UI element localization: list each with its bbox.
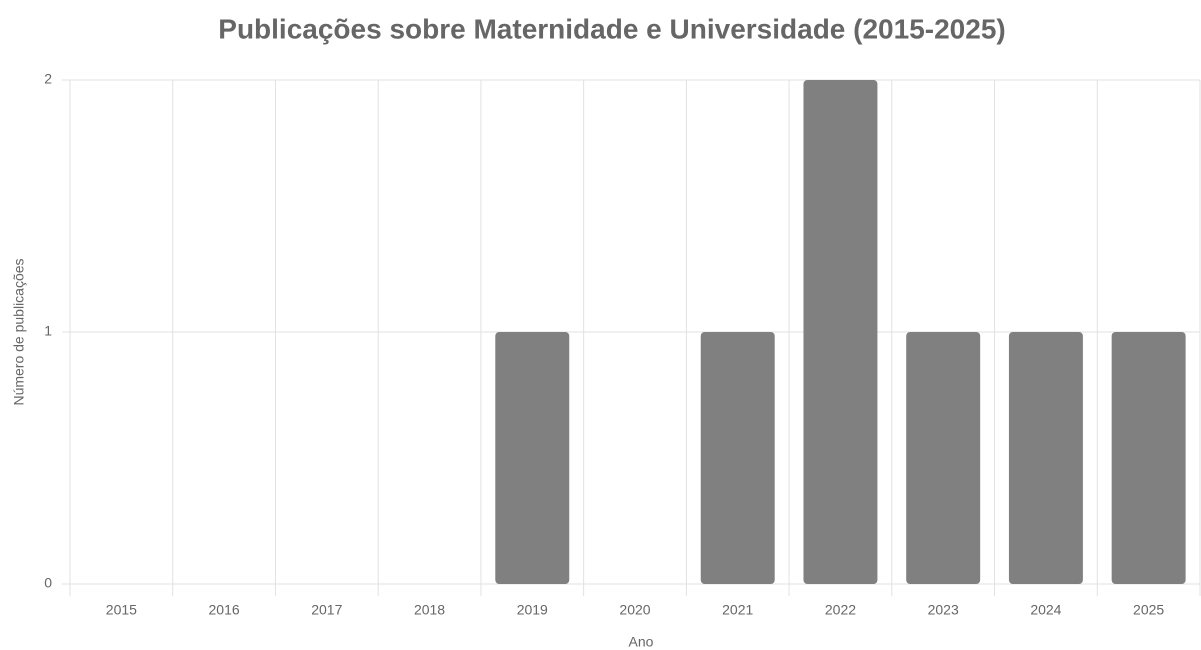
x-tick-label: 2019 (517, 602, 548, 618)
bar (1111, 332, 1186, 584)
y-tick-label: 0 (44, 575, 52, 591)
x-tick-label: 2017 (311, 602, 342, 618)
y-tick-label: 2 (44, 71, 52, 87)
y-axis-label: Número de publicações (11, 258, 27, 405)
x-tick-label: 2018 (414, 602, 445, 618)
x-tick-label: 2020 (619, 602, 650, 618)
chart-title: Publicações sobre Maternidade e Universi… (218, 13, 1005, 44)
x-tick-label: 2021 (722, 602, 753, 618)
x-axis-label: Ano (629, 634, 654, 650)
x-tick-label: 2016 (209, 602, 240, 618)
x-tick-label: 2022 (825, 602, 856, 618)
bar (906, 332, 981, 584)
bar (495, 332, 570, 584)
x-tick-label: 2023 (928, 602, 959, 618)
bar (1008, 332, 1083, 584)
y-tick-label: 1 (44, 323, 52, 339)
x-tick-label: 2015 (106, 602, 137, 618)
bar (803, 80, 878, 584)
bar (700, 332, 775, 584)
x-tick-label: 2025 (1133, 602, 1164, 618)
x-tick-label: 2024 (1030, 602, 1061, 618)
